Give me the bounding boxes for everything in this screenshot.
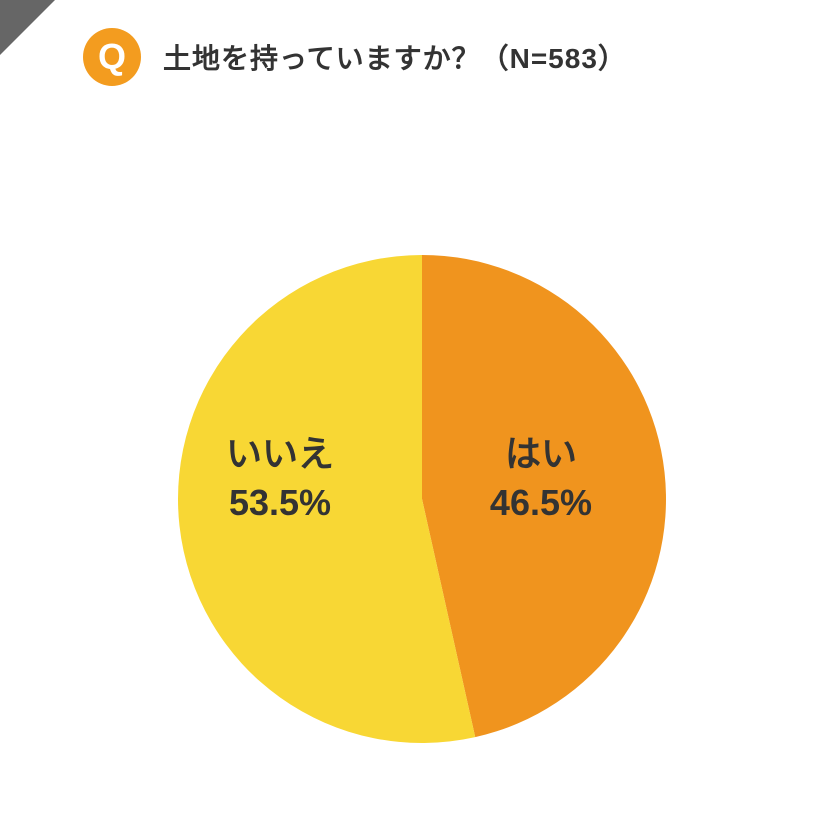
chart-title: 土地を持っていますか？（N=583） (163, 37, 627, 77)
q-badge-letter: Q (98, 36, 126, 78)
slice-percent-text: 46.5% (490, 482, 592, 523)
corner-fold (0, 0, 55, 55)
slice-label-yes: はい 46.5% (490, 430, 592, 527)
slice-label-text: はい (505, 433, 577, 474)
header: Q 土地を持っていますか？（N=583） (83, 28, 627, 86)
q-badge-icon: Q (83, 28, 141, 86)
slice-label-no: いいえ 53.5% (226, 430, 334, 527)
slice-label-text: いいえ (226, 433, 334, 474)
pie-chart-container: はい 46.5% いいえ 53.5% (178, 255, 666, 743)
slice-percent-text: 53.5% (229, 482, 331, 523)
